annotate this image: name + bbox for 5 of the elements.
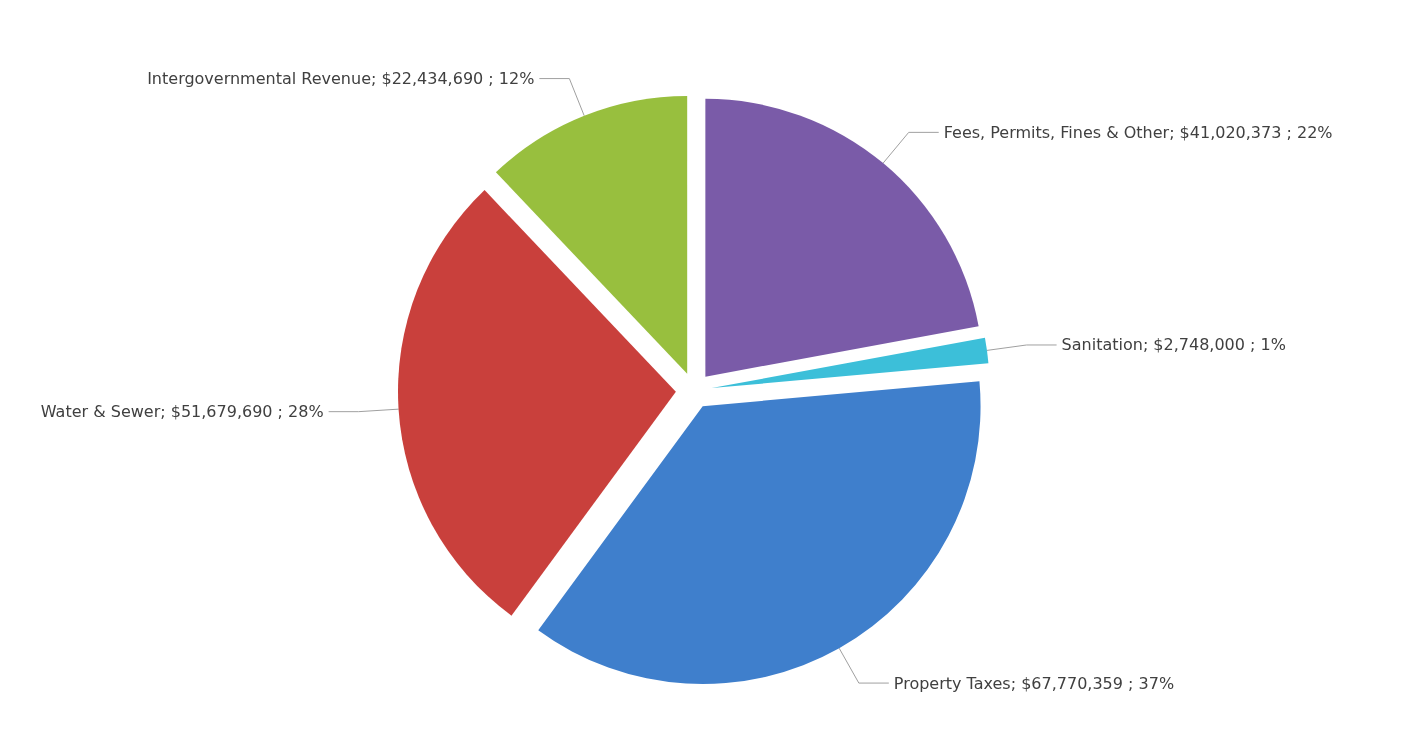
slice-label: Fees, Permits, Fines & Other; $41,020,373 ; 22% [943, 122, 1333, 142]
slice-label: Sanitation; $2,748,000 ; 1% [1061, 335, 1286, 355]
slice-label: Intergovernmental Revenue; $22,434,690 ; 12% [147, 69, 535, 89]
slice-label: Water & Sewer; $51,679,690 ; 28% [40, 402, 324, 422]
slice-label: Property Taxes; $67,770,359 ; 37% [893, 673, 1175, 693]
